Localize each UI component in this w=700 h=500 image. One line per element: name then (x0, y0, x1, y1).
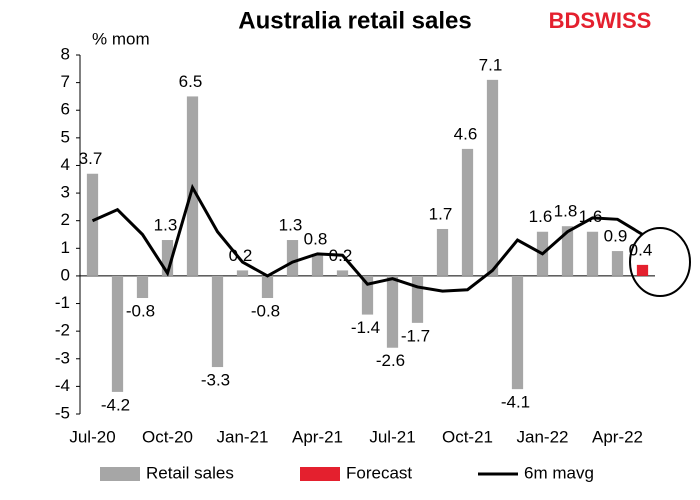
bar (86, 173, 99, 276)
y-tick-label: -1 (55, 293, 70, 312)
y-tick-label: 4 (61, 155, 70, 174)
chart-title: Australia retail sales (238, 7, 471, 34)
data-label: 1.7 (429, 204, 453, 223)
forecast-highlight (629, 227, 691, 297)
y-tick-label: -2 (55, 321, 70, 340)
bar (511, 275, 524, 390)
bar (561, 226, 574, 276)
bar (161, 240, 174, 276)
data-label: 0.8 (304, 229, 328, 248)
data-label: 0.9 (604, 227, 628, 246)
x-tick-label: Oct-21 (442, 427, 493, 446)
data-label: 1.3 (154, 216, 178, 235)
legend-label: Retail sales (146, 463, 234, 482)
x-tick-label: Apr-22 (592, 427, 643, 446)
data-label: 1.6 (529, 207, 553, 226)
legend-swatch (300, 467, 340, 481)
y-tick-label: 5 (61, 127, 70, 146)
data-label: 6.5 (179, 72, 203, 91)
data-label: -2.6 (376, 351, 405, 370)
bar (461, 148, 474, 276)
legend-swatch (100, 467, 140, 481)
data-label: 0.4 (629, 240, 653, 259)
bar (261, 275, 274, 299)
y-axis-label: % mom (92, 29, 150, 48)
y-tick-label: -5 (55, 403, 70, 422)
bar (236, 270, 249, 276)
y-tick-label: 2 (61, 210, 70, 229)
data-label: 4.6 (454, 124, 478, 143)
x-tick-label: Oct-20 (142, 427, 193, 446)
data-label: -3.3 (201, 371, 230, 390)
data-label: 1.8 (554, 202, 578, 221)
bar (586, 231, 599, 276)
brand-logo: BDSWISS (549, 8, 652, 33)
y-tick-label: 6 (61, 100, 70, 119)
bar (211, 275, 224, 368)
data-label: -1.4 (351, 318, 380, 337)
bar (136, 275, 149, 299)
data-label: -4.2 (101, 395, 130, 414)
data-label: -1.7 (401, 326, 430, 345)
x-tick-label: Jan-22 (517, 427, 569, 446)
bar (636, 264, 649, 276)
y-tick-label: 0 (61, 265, 70, 284)
y-tick-label: -3 (55, 348, 70, 367)
bar (486, 79, 499, 276)
data-label: 3.7 (79, 149, 103, 168)
bar (411, 275, 424, 323)
bar (286, 240, 299, 276)
legend-label: Forecast (346, 463, 412, 482)
legend-label: 6m mavg (524, 463, 594, 482)
x-tick-label: Jan-21 (217, 427, 269, 446)
y-tick-label: 3 (61, 183, 70, 202)
line (91, 183, 644, 293)
x-tick-label: Jul-21 (369, 427, 415, 446)
y-tick-label: 7 (61, 72, 70, 91)
data-label: 1.3 (279, 216, 303, 235)
data-label: -4.1 (501, 393, 530, 412)
y-tick-label: 8 (61, 44, 70, 63)
bar (386, 275, 399, 348)
bar (336, 270, 349, 276)
y-tick-label: -4 (55, 376, 70, 395)
bar (436, 228, 449, 276)
x-tick-label: Jul-20 (69, 427, 115, 446)
bar (611, 251, 624, 276)
data-label: 7.1 (479, 55, 503, 74)
data-label: -0.8 (126, 301, 155, 320)
x-tick-label: Apr-21 (292, 427, 343, 446)
bar (361, 275, 374, 315)
data-label: -0.8 (251, 301, 280, 320)
bar (111, 275, 124, 392)
bar (311, 253, 324, 276)
y-tick-label: 1 (61, 238, 70, 257)
